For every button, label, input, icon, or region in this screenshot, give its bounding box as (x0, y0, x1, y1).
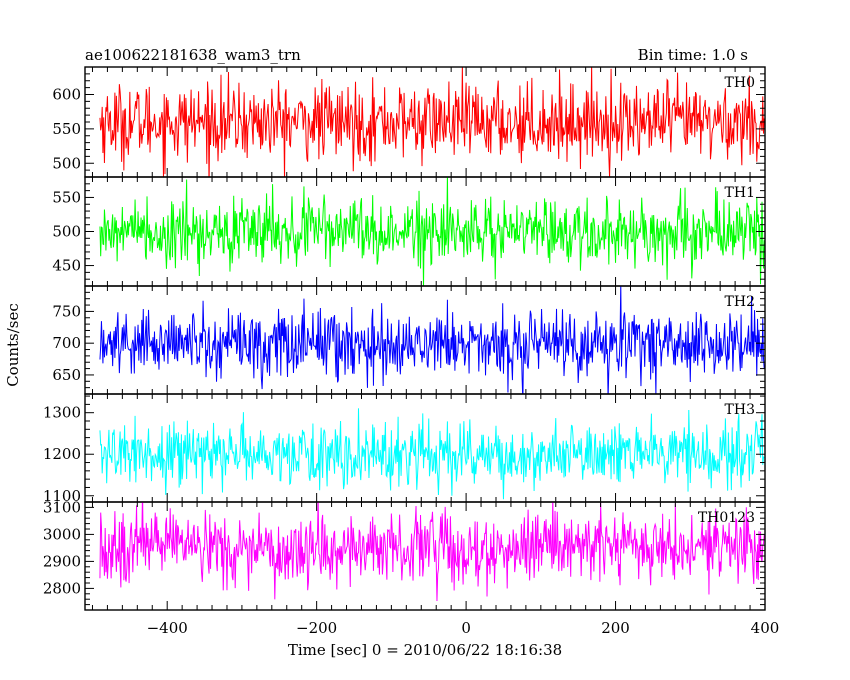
y-tick-label: 650 (52, 366, 81, 384)
y-axis-label: Counts/sec (4, 303, 22, 387)
series-line-th3 (99, 408, 765, 500)
y-tick-label: 1100 (43, 487, 81, 505)
series-label-th2: TH2 (725, 294, 755, 310)
series-line-th2 (99, 286, 765, 394)
chart-title-right: Bin time: 1.0 s (638, 46, 748, 64)
y-tick-label: 500 (52, 223, 81, 241)
series-line-th1 (99, 177, 765, 286)
series-label-th1: TH1 (725, 185, 755, 201)
series-line-th0 (99, 67, 765, 177)
x-tick-label: 200 (601, 619, 630, 637)
y-tick-label: 450 (52, 257, 81, 275)
x-tick-label: −200 (296, 619, 337, 637)
y-tick-label: 2800 (43, 579, 81, 597)
chart-title-left: ae100622181638_wam3_trn (85, 46, 301, 64)
y-tick-label: 1300 (43, 404, 81, 422)
series-label-th0123: TH0123 (698, 510, 755, 526)
y-tick-label: 700 (52, 334, 81, 352)
series-line-th0123 (99, 502, 765, 602)
series-label-th0: TH0 (725, 75, 755, 91)
y-tick-label: 600 (52, 86, 81, 104)
series-label-th3: TH3 (725, 402, 755, 418)
panels-group: 500 550 600 TH0 450 500 550 TH1 650 700 750 TH2 1100… (43, 66, 780, 637)
y-tick-label: 3100 (43, 498, 81, 516)
y-tick-label: 3000 (43, 525, 81, 543)
y-tick-label: 550 (52, 120, 81, 138)
y-tick-label: 750 (52, 302, 81, 320)
x-tick-label: −400 (147, 619, 188, 637)
x-tick-label: 0 (461, 619, 471, 637)
x-tick-label: 400 (751, 619, 780, 637)
y-tick-label: 2900 (43, 552, 81, 570)
y-tick-label: 500 (52, 154, 81, 172)
y-tick-label: 550 (52, 188, 81, 206)
x-axis-label: Time [sec] 0 = 2010/06/22 18:16:38 (288, 641, 562, 659)
y-tick-label: 1200 (43, 445, 81, 463)
